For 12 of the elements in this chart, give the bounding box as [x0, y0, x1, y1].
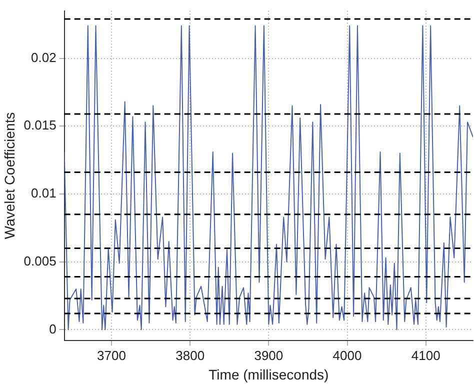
y-tick-label: 0 [49, 321, 56, 336]
x-tick-label: 3800 [176, 348, 205, 363]
y-tick-label: 0.005 [24, 253, 56, 268]
y-tick-label: 0.015 [24, 118, 56, 133]
x-tick-label: 3700 [97, 348, 126, 363]
x-axis-title: Time (milliseconds) [208, 366, 329, 382]
y-axis-title: Wavelet Coefficients [1, 112, 18, 240]
x-tick-label: 4100 [411, 348, 440, 363]
x-tick-label: 4000 [332, 348, 362, 363]
y-tick-label: 0.02 [31, 50, 56, 65]
x-tick-label: 3900 [254, 348, 284, 363]
y-tick-label: 0.01 [31, 186, 56, 201]
